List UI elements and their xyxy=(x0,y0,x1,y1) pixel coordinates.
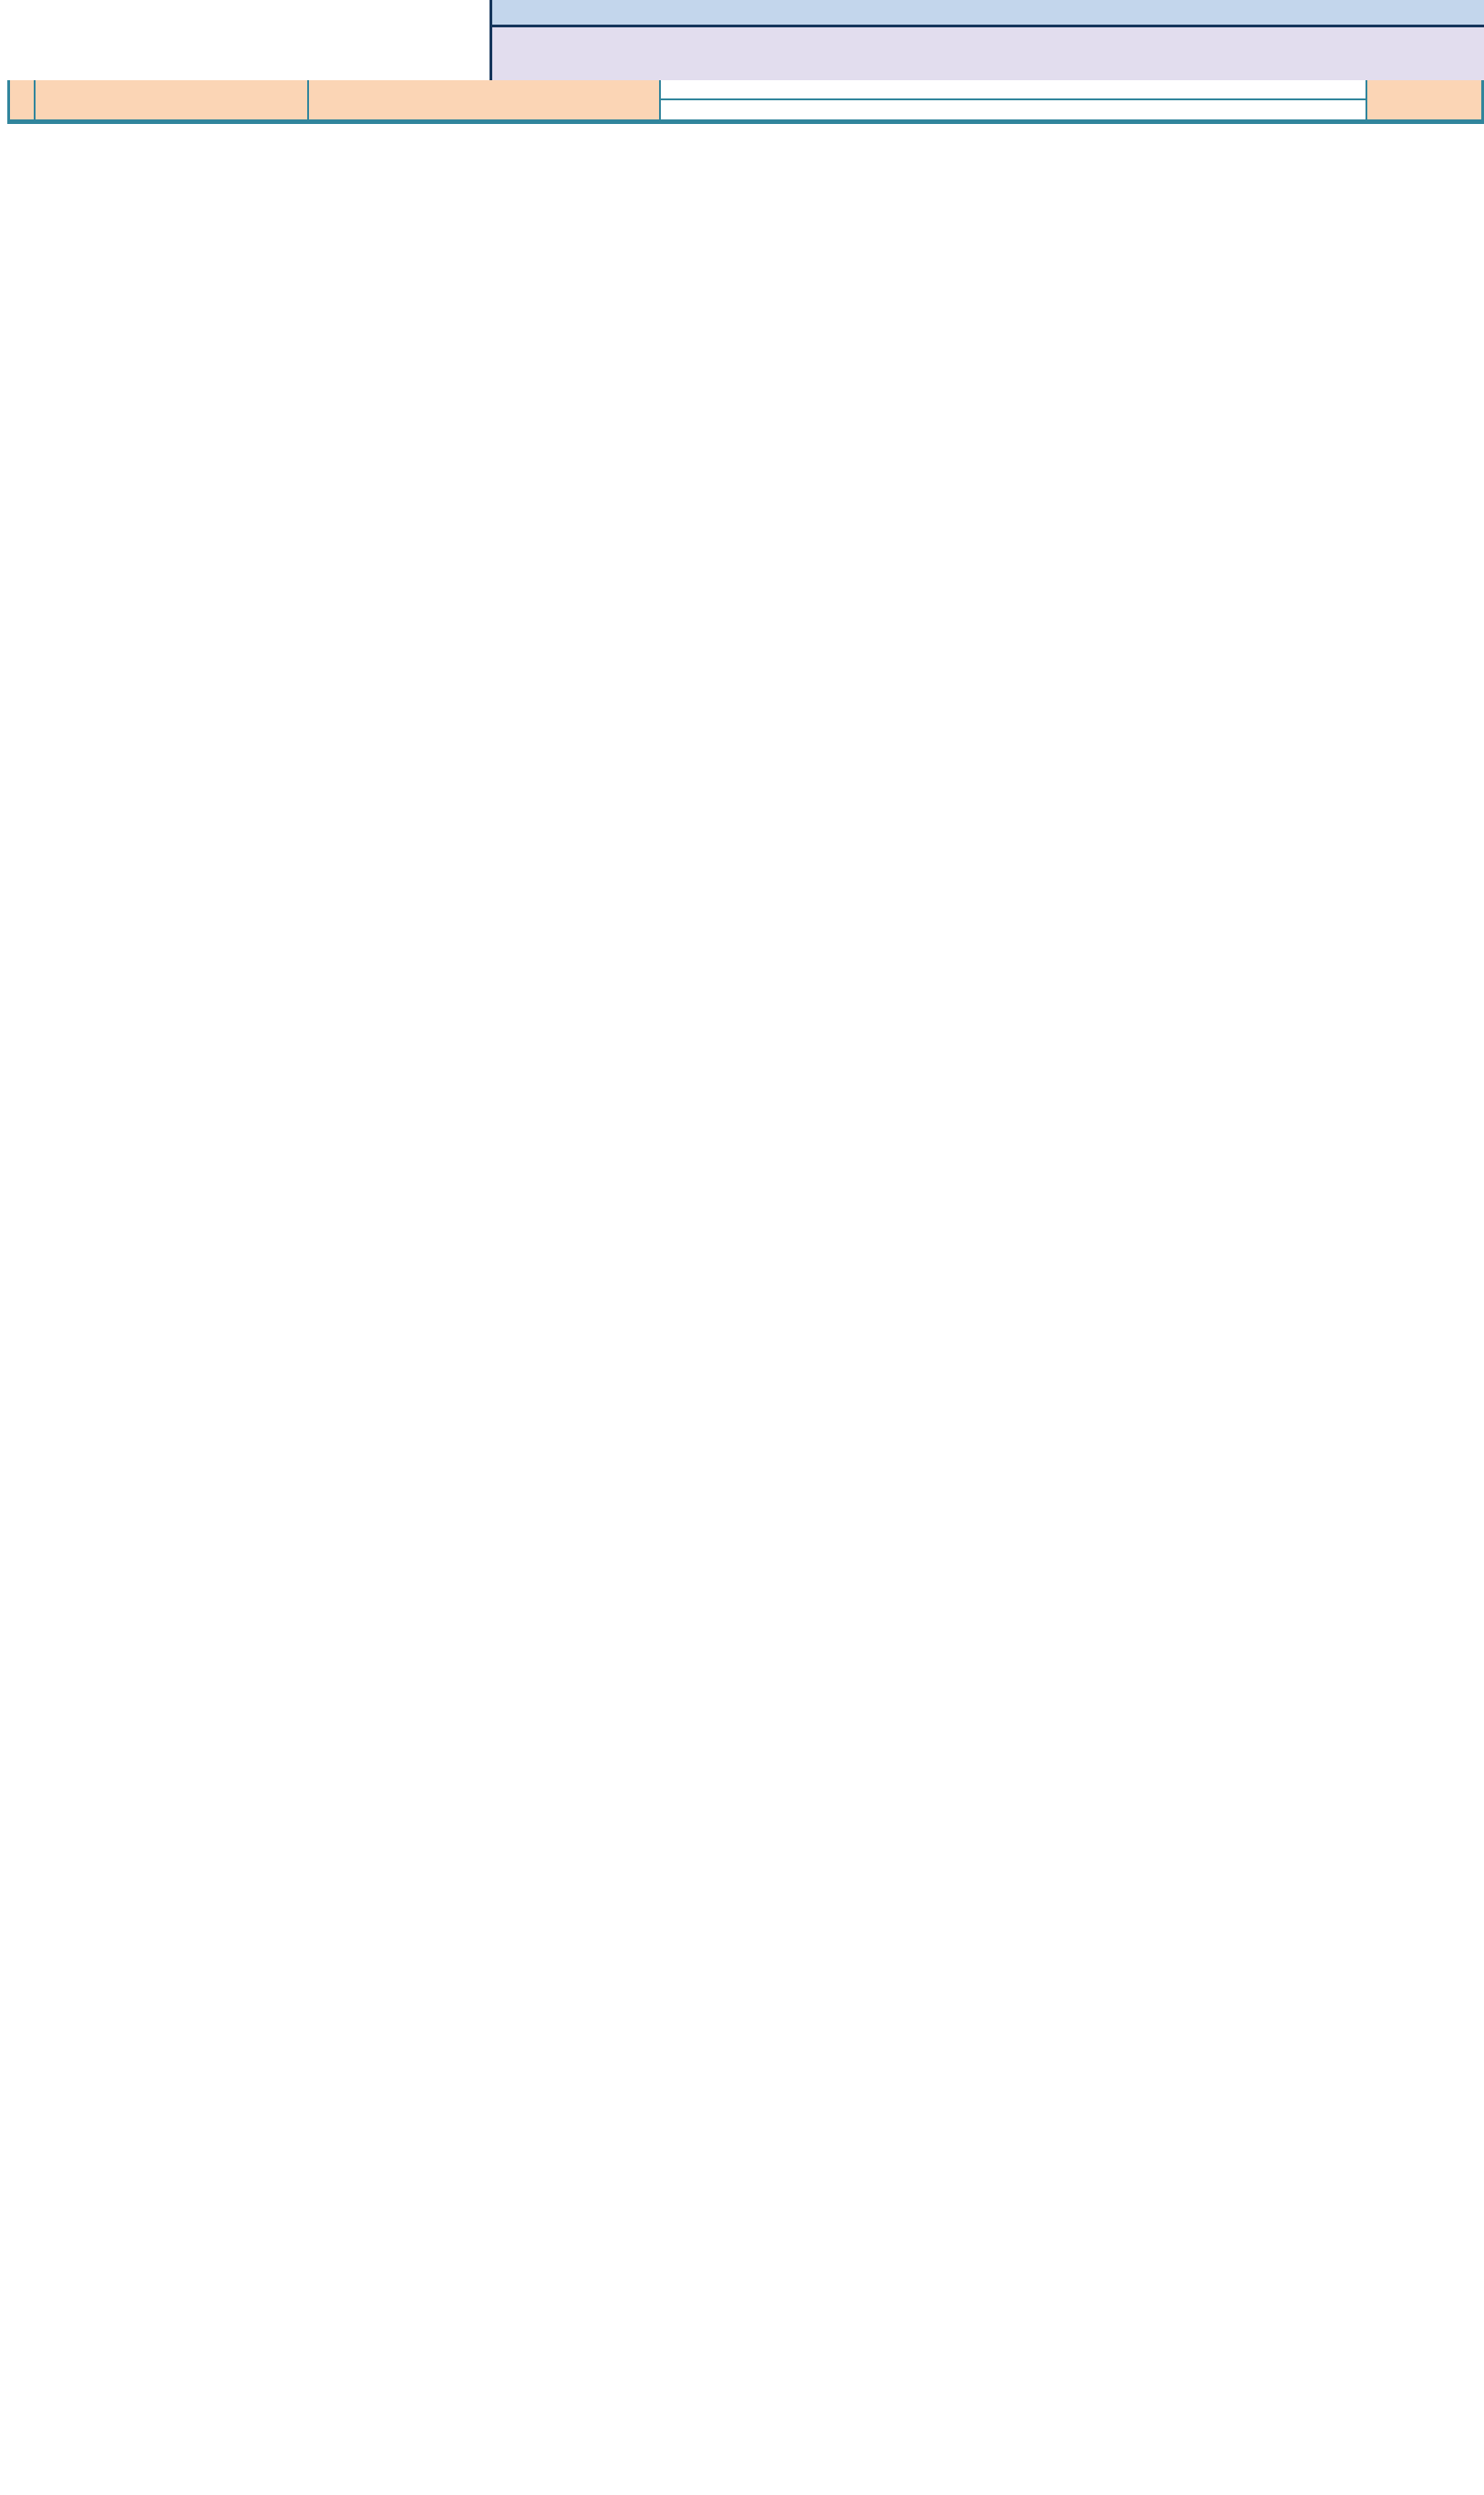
top-header xyxy=(0,0,1484,80)
header-member xyxy=(36,80,309,119)
stats-table xyxy=(7,80,1484,124)
header-right xyxy=(492,0,1484,80)
header-tong-ket xyxy=(1367,80,1481,119)
logo-letters xyxy=(71,5,490,53)
day-results-row xyxy=(661,100,1365,119)
page xyxy=(0,0,1484,124)
board-title-bar xyxy=(492,0,1484,27)
month-bar xyxy=(492,27,1484,80)
table-header-row xyxy=(10,80,1481,121)
header-days xyxy=(661,80,1367,119)
day-numbers-row xyxy=(661,80,1365,100)
site-logo[interactable] xyxy=(0,0,492,80)
header-dan xyxy=(309,80,661,119)
header-tt xyxy=(10,80,36,119)
